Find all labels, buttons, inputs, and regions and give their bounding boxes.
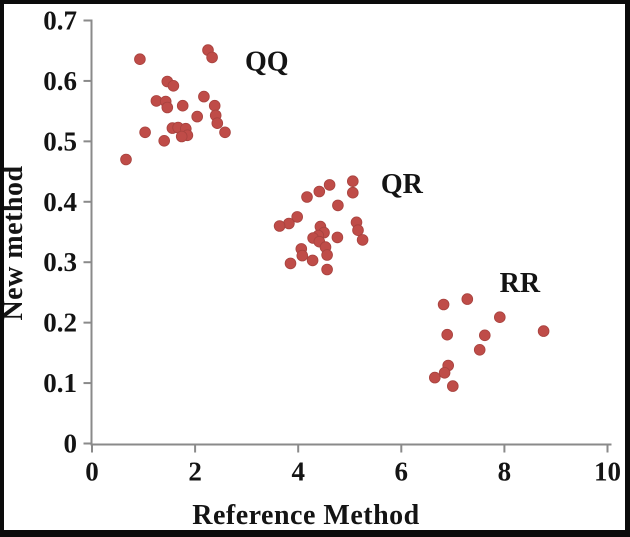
cluster-label-rr: RR — [500, 268, 541, 299]
data-point-qr — [346, 175, 359, 188]
y-tick-label: 0.4 — [43, 187, 77, 217]
data-point-rr — [473, 343, 486, 356]
data-point-qq — [208, 99, 221, 112]
tick-labels-layer: 0 0.1 0.2 0.3 0.4 0.5 0.6 0.7 0 2 4 6 8 10 — [43, 6, 621, 487]
data-point-rr — [461, 293, 474, 305]
data-point-qr — [332, 199, 344, 212]
figure-frame-left — [0, 0, 4, 537]
data-point-qr — [284, 257, 297, 270]
data-point-qq — [161, 101, 174, 114]
data-point-rr — [537, 325, 550, 337]
y-tick-label: 0.3 — [43, 247, 77, 277]
data-point-rr — [437, 298, 450, 311]
data-point-qq — [198, 90, 210, 103]
data-point-qq — [134, 53, 146, 65]
data-point-rr — [478, 329, 491, 342]
data-point-qr — [321, 263, 333, 276]
data-point-qr — [313, 185, 326, 198]
y-axis-title: New method — [0, 165, 29, 320]
y-tick-label: 0 — [64, 429, 78, 459]
x-tick-label: 0 — [85, 457, 99, 487]
data-point-rr — [446, 380, 459, 392]
data-point-qr — [346, 186, 359, 199]
data-point-qq — [176, 99, 189, 112]
data-point-qq — [120, 153, 132, 166]
data-point-qr — [301, 191, 313, 203]
cluster-labels-layer: QQ QR RR — [245, 46, 541, 299]
y-tick-label: 0.6 — [43, 66, 77, 96]
data-point-qq — [175, 130, 188, 143]
data-point-qr — [291, 211, 304, 223]
data-point-qr — [306, 254, 319, 267]
cluster-label-qq: QQ — [245, 46, 289, 77]
data-point-qr — [352, 224, 364, 237]
figure-frame-bottom — [0, 530, 630, 537]
data-point-qr — [321, 249, 333, 261]
data-point-qr — [331, 231, 344, 244]
ticks-layer — [83, 19, 609, 453]
data-point-qq — [191, 110, 204, 123]
data-point-qr — [356, 234, 369, 246]
y-tick-label: 0.2 — [43, 308, 77, 338]
y-tick-label: 0.5 — [43, 126, 77, 156]
data-point-qq — [167, 80, 180, 92]
data-point-qr — [323, 179, 336, 191]
x-axis-title: Reference Method — [192, 500, 420, 531]
data-point-qq — [158, 135, 171, 147]
y-tick-label: 0.1 — [43, 368, 77, 398]
data-point-qq — [211, 117, 224, 129]
data-point-qr — [273, 220, 286, 232]
data-point-rr — [428, 371, 441, 384]
x-tick-label: 8 — [498, 457, 512, 487]
data-point-qr — [296, 249, 309, 262]
data-point-qq — [139, 126, 151, 139]
data-point-rr — [438, 366, 451, 379]
data-point-qq — [219, 126, 231, 139]
figure-frame-right — [625, 0, 630, 537]
y-tick-label: 0.7 — [43, 6, 77, 36]
data-point-rr — [493, 311, 506, 324]
x-tick-label: 6 — [395, 457, 409, 487]
x-tick-label: 2 — [188, 457, 202, 487]
data-points-layer — [120, 44, 550, 392]
data-point-qq — [206, 51, 218, 64]
figure-frame-top — [0, 0, 630, 4]
x-tick-label: 4 — [291, 457, 305, 487]
x-tick-label: 10 — [594, 457, 621, 487]
data-point-rr — [441, 328, 454, 341]
cluster-label-qr: QR — [381, 169, 424, 200]
